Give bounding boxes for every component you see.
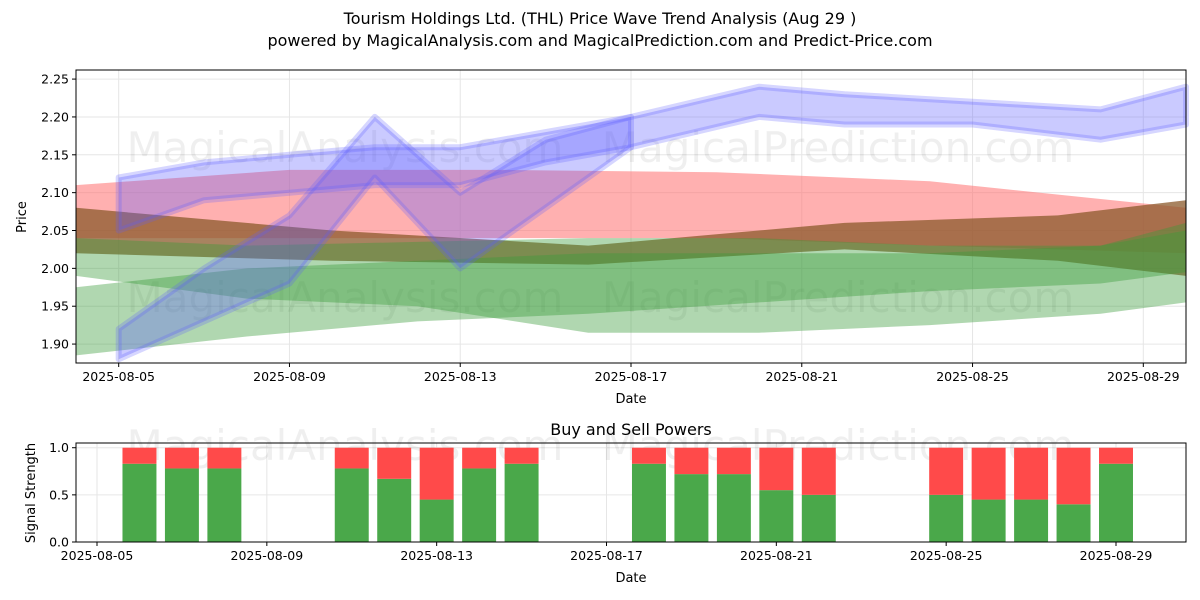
price-band-6	[115, 113, 634, 363]
sell-bar	[801, 447, 836, 495]
chart-title: Tourism Holdings Ltd. (THL) Price Wave T…	[343, 9, 857, 28]
price-x-tick-label: 2025-08-09	[253, 369, 326, 384]
buy-bar	[504, 463, 539, 542]
sell-bar	[1056, 447, 1091, 505]
signal-x-tick-label: 2025-08-05	[61, 548, 134, 563]
price-x-tick-label: 2025-08-17	[595, 369, 668, 384]
price-y-ticks: 1.90 1.95 2.00 2.05 2.10 2.15 2.20 2.25	[41, 72, 76, 352]
price-y-tick-label: 1.90	[41, 337, 69, 352]
price-y-tick-label: 2.20	[41, 109, 69, 124]
price-x-tick-label: 2025-08-29	[1107, 369, 1180, 384]
signal-panel: Buy and Sell Powers MagicalAnalysis.com …	[24, 420, 1187, 586]
price-y-tick-label: 2.15	[41, 147, 69, 162]
buy-bar	[1099, 463, 1133, 542]
sell-bar	[759, 447, 794, 491]
signal-y-tick-label: 1.0	[49, 440, 69, 455]
price-band-4	[76, 230, 1186, 356]
signal-bars	[122, 447, 1133, 542]
buy-bar	[1014, 499, 1049, 542]
signal-y-axis-label: Signal Strength	[24, 443, 39, 543]
signal-x-tick-label: 2025-08-21	[740, 548, 813, 563]
watermark-2: MagicalPrediction.com	[602, 123, 1075, 172]
signal-x-axis-label: Date	[615, 571, 646, 586]
signal-plot-frame	[75, 442, 1187, 543]
signal-x-tick-label: 2025-08-25	[910, 548, 983, 563]
signal-y-ticks: 0.0 0.5 1.0	[49, 440, 76, 550]
price-y-tick-label: 2.00	[41, 261, 69, 276]
buy-bar	[716, 474, 751, 542]
price-bands	[76, 83, 1189, 363]
chart-subtitle: powered by MagicalAnalysis.com and Magic…	[267, 31, 933, 50]
signal-x-ticks: 2025-08-05 2025-08-09 2025-08-13 2025-08-17…	[61, 542, 1153, 563]
price-y-tick-label: 2.10	[41, 185, 69, 200]
watermark-3: MagicalAnalysis.com	[127, 273, 564, 322]
buy-bar	[334, 468, 369, 542]
price-y-axis-label: Price	[15, 201, 30, 233]
sell-bar	[929, 447, 964, 495]
price-y-tick-label: 1.95	[41, 299, 69, 314]
signal-x-tick-label: 2025-08-29	[1080, 548, 1153, 563]
sell-bar	[674, 447, 709, 475]
price-x-tick-label: 2025-08-25	[936, 369, 1009, 384]
watermark-1: MagicalAnalysis.com	[127, 123, 564, 172]
sell-bar	[334, 447, 369, 469]
sell-bar	[504, 447, 539, 464]
sell-bar	[122, 447, 157, 464]
signal-panel-title: Buy and Sell Powers	[550, 420, 712, 439]
sell-bar	[1099, 447, 1133, 464]
sell-bar	[462, 447, 497, 469]
sell-bar	[419, 447, 454, 500]
price-x-ticks: 2025-08-05 2025-08-09 2025-08-13 2025-08-17…	[82, 363, 1180, 384]
sell-bar	[631, 447, 666, 464]
sell-bar	[716, 447, 751, 475]
price-x-tick-label: 2025-08-13	[424, 369, 497, 384]
buy-bar	[207, 468, 242, 542]
buy-bar	[631, 463, 666, 542]
price-x-axis-label: Date	[615, 392, 646, 407]
price-x-tick-label: 2025-08-21	[765, 369, 838, 384]
signal-x-tick-label: 2025-08-17	[570, 548, 643, 563]
buy-bar	[801, 494, 836, 542]
signal-x-tick-label: 2025-08-09	[231, 548, 304, 563]
price-band-2	[76, 200, 1186, 276]
buy-bar	[377, 478, 412, 542]
buy-bar	[929, 494, 964, 542]
signal-y-tick-label: 0.0	[49, 535, 69, 550]
price-y-tick-label: 2.25	[41, 72, 69, 87]
buy-bar	[122, 463, 157, 542]
buy-bar	[759, 490, 794, 542]
price-panel: MagicalAnalysis.com MagicalPrediction.co…	[15, 69, 1189, 407]
buy-bar	[971, 499, 1006, 542]
price-band-3	[76, 222, 1186, 333]
price-x-tick-label: 2025-08-05	[82, 369, 155, 384]
sell-bar	[207, 447, 242, 469]
buy-bar	[1056, 504, 1091, 542]
buy-bar	[164, 468, 199, 542]
buy-bar	[462, 468, 497, 542]
sell-bar	[971, 447, 1006, 500]
price-plot-frame	[75, 69, 1187, 364]
sell-bar	[377, 447, 412, 479]
sell-bar	[1014, 447, 1049, 500]
buy-bar	[674, 474, 709, 542]
buy-bar	[419, 499, 454, 542]
signal-y-tick-label: 0.5	[49, 487, 69, 502]
price-y-tick-label: 2.05	[41, 223, 69, 238]
signal-x-tick-label: 2025-08-13	[400, 548, 473, 563]
sell-bar	[164, 447, 199, 469]
watermark-4: MagicalPrediction.com	[602, 273, 1075, 322]
